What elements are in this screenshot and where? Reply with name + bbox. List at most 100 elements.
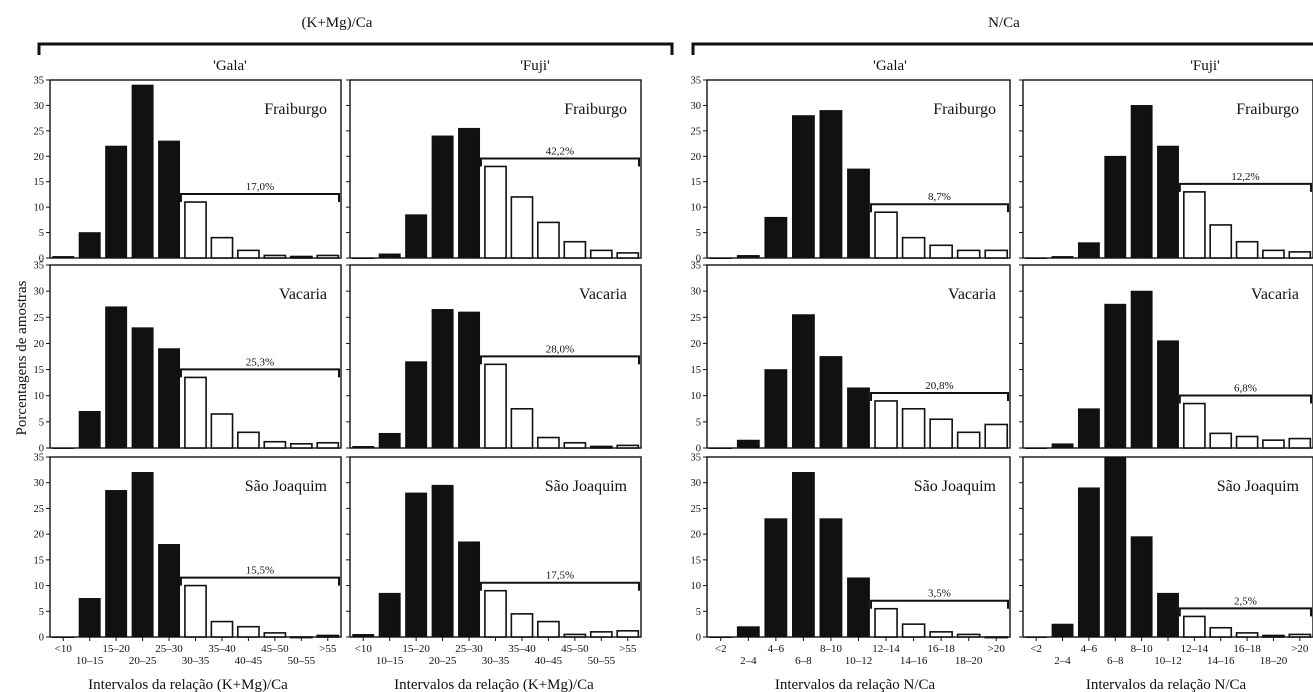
bracket-km-fuji-fraiburgo (479, 157, 640, 167)
bar-nca-gala-vacaria-12-14 (874, 400, 898, 449)
bar-nca-gala-vacaria-18-20 (956, 431, 981, 449)
bar-nca-gala-fraiburgo-10-12 (847, 168, 870, 259)
bar-km-fuji-sao-joaquim-40-45 (537, 620, 560, 638)
bar-km-gala-sao-joaquim-30-35 (184, 584, 207, 638)
bar-km-fuji-vacaria-10-15 (378, 432, 401, 449)
bar-nca-fuji-vacaria-6-8 (1104, 303, 1127, 449)
y-tick-label-nca-gala-sao-joaquim-5: 5 (696, 607, 701, 618)
bracket-label-km-gala-fraiburgo: 17,0% (246, 181, 274, 193)
y-tick-label-nca-gala-fraiburgo-20: 20 (691, 152, 702, 163)
y-tick-label-km-gala-vacaria-25: 25 (34, 313, 45, 324)
bar-km-fuji-fraiburgo-20-25 (431, 135, 454, 259)
bar-km-fuji-fraiburgo-15-20 (405, 214, 428, 259)
x-tick-label-nca-gala-10-12: 10–12 (845, 655, 873, 667)
bar-km-gala-vacaria-50-55 (289, 443, 313, 449)
bracket-km-gala-vacaria (179, 368, 340, 378)
bar-km-gala-fraiburgo-40-45 (237, 249, 260, 259)
y-tick-label-km-gala-sao-joaquim-10: 10 (34, 581, 45, 592)
bar-km-fuji-vacaria-50-55 (589, 445, 613, 449)
location-label-nca-gala-vacaria: Vacaria (948, 286, 996, 303)
bar-km-gala-fraiburgo-10-15 (78, 232, 101, 259)
panel-km-fuji-fraiburgo: Fraiburgo 42,2% (346, 79, 642, 260)
y-tick-label-nca-gala-sao-joaquim-0: 0 (696, 633, 701, 644)
x-tick-label-km-fuji-25-30: 25–30 (455, 643, 483, 655)
bar-nca-fuji-fraiburgo-14-16 (1209, 224, 1233, 259)
bar-km-gala-vacaria-15-20 (105, 306, 128, 449)
x-tick-label-km-gala-45-50: 45–50 (261, 643, 289, 655)
x-tick-label-nca-gala-20: >20 (988, 643, 1006, 655)
bracket-label-nca-gala-sao-joaquim: 3,5% (928, 588, 951, 600)
group-brace-kmg (37, 42, 674, 55)
bracket-label-nca-gala-fraiburgo: 8,7% (928, 191, 951, 203)
bar-km-gala-sao-joaquim-45-50 (263, 632, 287, 638)
location-label-nca-fuji-sao-joaquim: São Joaquim (1217, 478, 1300, 495)
location-label-nca-fuji-vacaria: Vacaria (1251, 286, 1299, 303)
bar-km-gala-fraiburgo-10 (52, 256, 75, 259)
y-tick-label-km-gala-sao-joaquim-20: 20 (34, 530, 45, 541)
panel-nca-fuji-sao-joaquim: São Joaquim 2,5% <2 2–4 4–6 6–8 8–1010–1212–14… (1019, 456, 1313, 667)
x-tick-label-nca-gala-14-16: 14–16 (900, 655, 928, 667)
x-tick-label-nca-gala-16-18: 16–18 (927, 643, 955, 655)
bar-nca-gala-sao-joaquim-10-12 (847, 577, 870, 638)
bar-nca-gala-fraiburgo-20 (984, 249, 1009, 259)
x-tick-label-nca-fuji-4-6: 4–6 (1081, 643, 1098, 655)
x-tick-label-km-gala-25-30: 25–30 (155, 643, 183, 655)
y-tick-label-km-gala-vacaria-20: 20 (34, 339, 45, 350)
bracket-nca-gala-fraiburgo (870, 203, 1009, 213)
cultivar-label-nca-fuji: 'Fuji' (1190, 58, 1220, 74)
y-tick-label-km-gala-sao-joaquim-5: 5 (39, 607, 44, 618)
y-tick-label-nca-gala-fraiburgo-0: 0 (696, 254, 701, 265)
y-tick-label-nca-gala-vacaria-5: 5 (696, 417, 701, 428)
y-tick-label-nca-gala-sao-joaquim-25: 25 (691, 504, 702, 515)
bar-km-fuji-sao-joaquim-50-55 (589, 631, 613, 638)
bar-nca-fuji-vacaria-12-14 (1183, 402, 1206, 449)
bar-nca-gala-vacaria-14-16 (901, 407, 926, 449)
y-tick-label-km-gala-sao-joaquim-30: 30 (34, 478, 45, 489)
bar-km-gala-fraiburgo-15-20 (105, 145, 128, 259)
bar-nca-gala-fraiburgo-2-4 (736, 255, 760, 259)
bar-nca-fuji-fraiburgo-2-4 (1051, 256, 1074, 259)
bar-km-gala-vacaria-35-40 (210, 413, 234, 449)
bar-km-fuji-fraiburgo-55 (616, 252, 640, 259)
x-tick-label-km-gala-55: >55 (319, 643, 337, 655)
bar-km-gala-vacaria-45-50 (263, 440, 287, 449)
bar-km-fuji-vacaria-20-25 (431, 309, 454, 449)
x-tick-label-km-gala-10: <10 (55, 643, 73, 655)
bar-km-gala-sao-joaquim-40-45 (237, 625, 260, 638)
x-tick-label-nca-fuji-16-18: 16–18 (1233, 643, 1261, 655)
bar-nca-fuji-sao-joaquim-20 (1288, 633, 1312, 638)
y-tick-label-nca-gala-sao-joaquim-35: 35 (691, 453, 702, 464)
bar-nca-fuji-sao-joaquim-12-14 (1183, 615, 1206, 638)
x-tick-label-km-fuji-55: >55 (619, 643, 637, 655)
bar-km-gala-vacaria-30-35 (184, 376, 207, 449)
x-tick-label-nca-gala-12-14: 12–14 (872, 643, 900, 655)
group-title-kmg: (K+Mg)/Ca (302, 15, 373, 31)
bracket-km-fuji-sao-joaquim (479, 581, 640, 591)
bracket-label-nca-fuji-fraiburgo: 12,2% (1231, 171, 1259, 183)
bar-nca-fuji-vacaria-18-20 (1262, 439, 1285, 449)
panel-km-gala-fraiburgo: 0 5 10 15 20 25 30 35 Fraiburgo 17,0% (34, 76, 342, 265)
panel-km-fuji-vacaria: Vacaria 28,0% (346, 264, 642, 449)
y-tick-label-nca-gala-vacaria-25: 25 (691, 313, 702, 324)
panel-nca-gala-fraiburgo: 0 5 10 15 20 25 30 35 Fraiburgo 8,7% (691, 76, 1011, 265)
bar-nca-fuji-sao-joaquim-14-16 (1209, 626, 1233, 638)
y-tick-label-km-gala-vacaria-0: 0 (39, 444, 44, 455)
bar-km-fuji-vacaria-25-30 (458, 311, 481, 449)
bar-km-fuji-fraiburgo-35-40 (510, 196, 534, 259)
bar-km-gala-fraiburgo-25-30 (158, 140, 181, 259)
bar-km-fuji-sao-joaquim-55 (616, 630, 640, 638)
bar-nca-fuji-sao-joaquim-8-10 (1130, 536, 1153, 638)
y-tick-label-km-gala-fraiburgo-20: 20 (34, 152, 45, 163)
bar-km-gala-sao-joaquim-25-30 (158, 544, 181, 638)
bar-nca-gala-fraiburgo-16-18 (929, 244, 953, 259)
y-axis-label: Porcentagens de amostras (14, 280, 30, 435)
y-tick-label-km-gala-fraiburgo-30: 30 (34, 101, 45, 112)
x-tick-label-km-fuji-10-15: 10–15 (376, 655, 404, 667)
bar-nca-gala-vacaria-20 (984, 423, 1009, 449)
bar-km-fuji-sao-joaquim-30-35 (484, 589, 507, 638)
bar-nca-gala-sao-joaquim-2-4 (736, 626, 760, 638)
bar-km-fuji-fraiburgo-10 (352, 257, 375, 260)
bracket-label-nca-fuji-vacaria: 6,8% (1234, 383, 1257, 395)
x-tick-label-km-fuji-45-50: 45–50 (561, 643, 589, 655)
bar-km-fuji-sao-joaquim-15-20 (405, 492, 428, 638)
